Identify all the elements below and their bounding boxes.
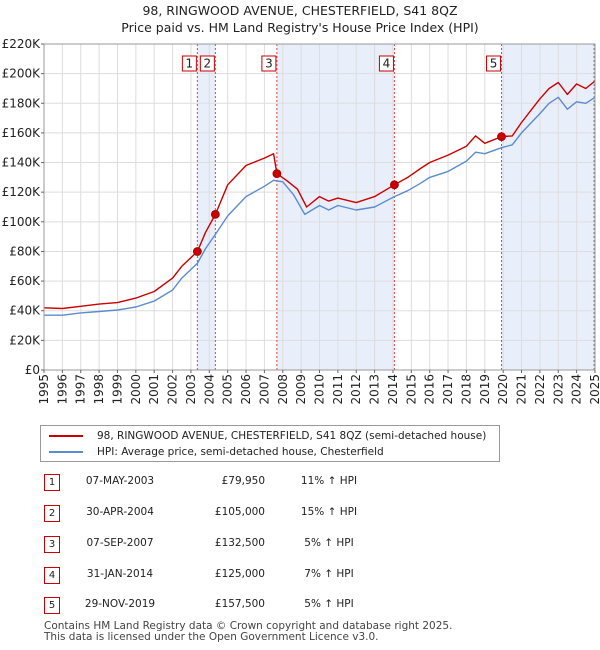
sale-hpi-diff: 15% ↑ HPI: [300, 506, 358, 518]
sale-number-badge: 4: [44, 567, 60, 584]
y-tick-label: £0: [25, 363, 40, 377]
sale-point: [390, 180, 399, 190]
x-tick-label: 2022: [533, 374, 547, 405]
x-tick-label: 2019: [478, 374, 492, 405]
x-tick-label: 2016: [423, 374, 437, 405]
x-tick-label: 2017: [441, 374, 455, 405]
x-tick-label: 2013: [368, 374, 382, 405]
y-tick-label: £60K: [9, 274, 41, 288]
sale-label-box: [378, 55, 394, 72]
sale-number-badge: 1: [44, 474, 60, 491]
sale-date: 07-MAY-2003: [85, 475, 155, 487]
y-tick-label: £100K: [2, 215, 42, 229]
sale-number-badge: 2: [44, 505, 60, 522]
x-tick-label: 2012: [349, 374, 363, 405]
x-tick-label: 1998: [92, 374, 106, 405]
legend-item-property: 98, RINGWOOD AVENUE, CHESTERFIELD, S41 8…: [49, 428, 486, 444]
y-tick-label: £180K: [2, 96, 42, 110]
x-tick-label: 1997: [74, 374, 88, 405]
x-tick-label: 2015: [404, 374, 418, 405]
sale-label-box: [486, 55, 502, 72]
x-tick-label: 2009: [294, 374, 308, 405]
x-tick-label: 1996: [55, 374, 69, 405]
ownership-shade: [501, 44, 595, 370]
footer-copyright: Contains HM Land Registry data © Crown c…: [44, 620, 453, 632]
y-tick-label: £120K: [2, 185, 42, 199]
sale-row: 2 30-APR-2004 £105,000 15% ↑ HPI: [0, 505, 600, 523]
y-tick-label: £40K: [9, 304, 41, 318]
sale-number-badge: 5: [44, 597, 60, 614]
x-tick-label: 2002: [166, 374, 180, 405]
x-tick-label: 2008: [276, 374, 290, 405]
y-tick-label: £160K: [2, 126, 42, 140]
x-tick-label: 2014: [386, 374, 400, 405]
sale-label-box: [199, 55, 215, 72]
sale-label-box: [261, 55, 277, 72]
y-tick-label: £80K: [9, 244, 41, 258]
sale-label-number: 2: [204, 57, 212, 71]
hpi-line: [44, 96, 596, 316]
sale-number-badge: 3: [44, 536, 60, 553]
chart-subtitle: Price paid vs. HM Land Registry's House …: [121, 20, 479, 35]
x-tick-label: 2005: [221, 374, 235, 405]
x-tick-label: 2025: [588, 374, 600, 405]
legend-label-property: 98, RINGWOOD AVENUE, CHESTERFIELD, S41 8…: [97, 430, 487, 442]
x-tick-label: 2004: [202, 374, 216, 405]
sale-label-number: 3: [265, 57, 273, 71]
sale-point: [210, 210, 220, 219]
ownership-shade: [197, 44, 216, 370]
sale-price: £105,000: [214, 506, 265, 518]
sale-label-number: 4: [383, 57, 391, 71]
y-tick-label: £220K: [2, 37, 42, 51]
y-tick-label: £200K: [2, 67, 42, 81]
sale-price: £132,500: [214, 537, 265, 549]
legend-swatch-hpi: [49, 451, 83, 453]
x-tick-label: 2020: [496, 374, 510, 405]
sale-label-number: 5: [490, 57, 498, 71]
sale-point: [272, 169, 282, 179]
x-tick-label: 2003: [184, 374, 198, 405]
legend-swatch-property: [49, 435, 83, 437]
sale-hpi-diff: 5% ↑ HPI: [304, 537, 354, 549]
x-tick-label: 2007: [257, 374, 271, 405]
x-tick-label: 2006: [239, 374, 253, 405]
x-tick-label: 1999: [110, 374, 124, 405]
sale-label-box: [181, 55, 197, 72]
sale-point: [497, 132, 506, 142]
x-tick-label: 2018: [459, 374, 473, 405]
legend-item-hpi: HPI: Average price, semi-detached house,…: [49, 444, 384, 460]
x-tick-label: 1995: [37, 374, 51, 405]
sale-date: 29-NOV-2019: [84, 598, 156, 610]
legend-label-hpi: HPI: Average price, semi-detached house,…: [97, 446, 384, 458]
sale-date: 31-JAN-2014: [86, 568, 154, 580]
y-tick-label: £140K: [2, 156, 42, 170]
chart-legend: 98, RINGWOOD AVENUE, CHESTERFIELD, S41 8…: [40, 425, 500, 462]
sale-point: [192, 247, 202, 256]
y-tick-label: £20K: [9, 333, 41, 347]
sale-date: 07-SEP-2007: [86, 537, 154, 549]
sale-hpi-diff: 7% ↑ HPI: [304, 568, 354, 580]
sale-price: £79,950: [221, 475, 265, 487]
footer-licence: This data is licensed under the Open Gov…: [44, 631, 379, 643]
sale-price: £125,000: [214, 568, 265, 580]
sale-hpi-diff: 5% ↑ HPI: [304, 598, 354, 610]
sale-row: 4 31-JAN-2014 £125,000 7% ↑ HPI: [0, 567, 600, 585]
sale-row: 3 07-SEP-2007 £132,500 5% ↑ HPI: [0, 536, 600, 554]
x-tick-label: 2011: [331, 374, 345, 405]
chart-title-address: 98, RINGWOOD AVENUE, CHESTERFIELD, S41 8…: [142, 3, 458, 18]
x-tick-label: 2023: [551, 374, 565, 405]
x-tick-label: 2024: [570, 374, 584, 405]
x-tick-label: 2001: [147, 374, 161, 405]
sale-price: £157,500: [214, 598, 265, 610]
x-tick-label: 2010: [313, 374, 327, 405]
sale-hpi-diff: 11% ↑ HPI: [300, 475, 358, 487]
sale-label-number: 1: [186, 57, 194, 71]
property-price-line: [43, 80, 596, 310]
x-tick-label: 2021: [515, 374, 529, 405]
x-tick-label: 2000: [129, 374, 143, 405]
sale-row: 5 29-NOV-2019 £157,500 5% ↑ HPI: [0, 597, 600, 615]
sale-date: 30-APR-2004: [86, 506, 154, 518]
sale-row: 1 07-MAY-2003 £79,950 11% ↑ HPI: [0, 474, 600, 492]
